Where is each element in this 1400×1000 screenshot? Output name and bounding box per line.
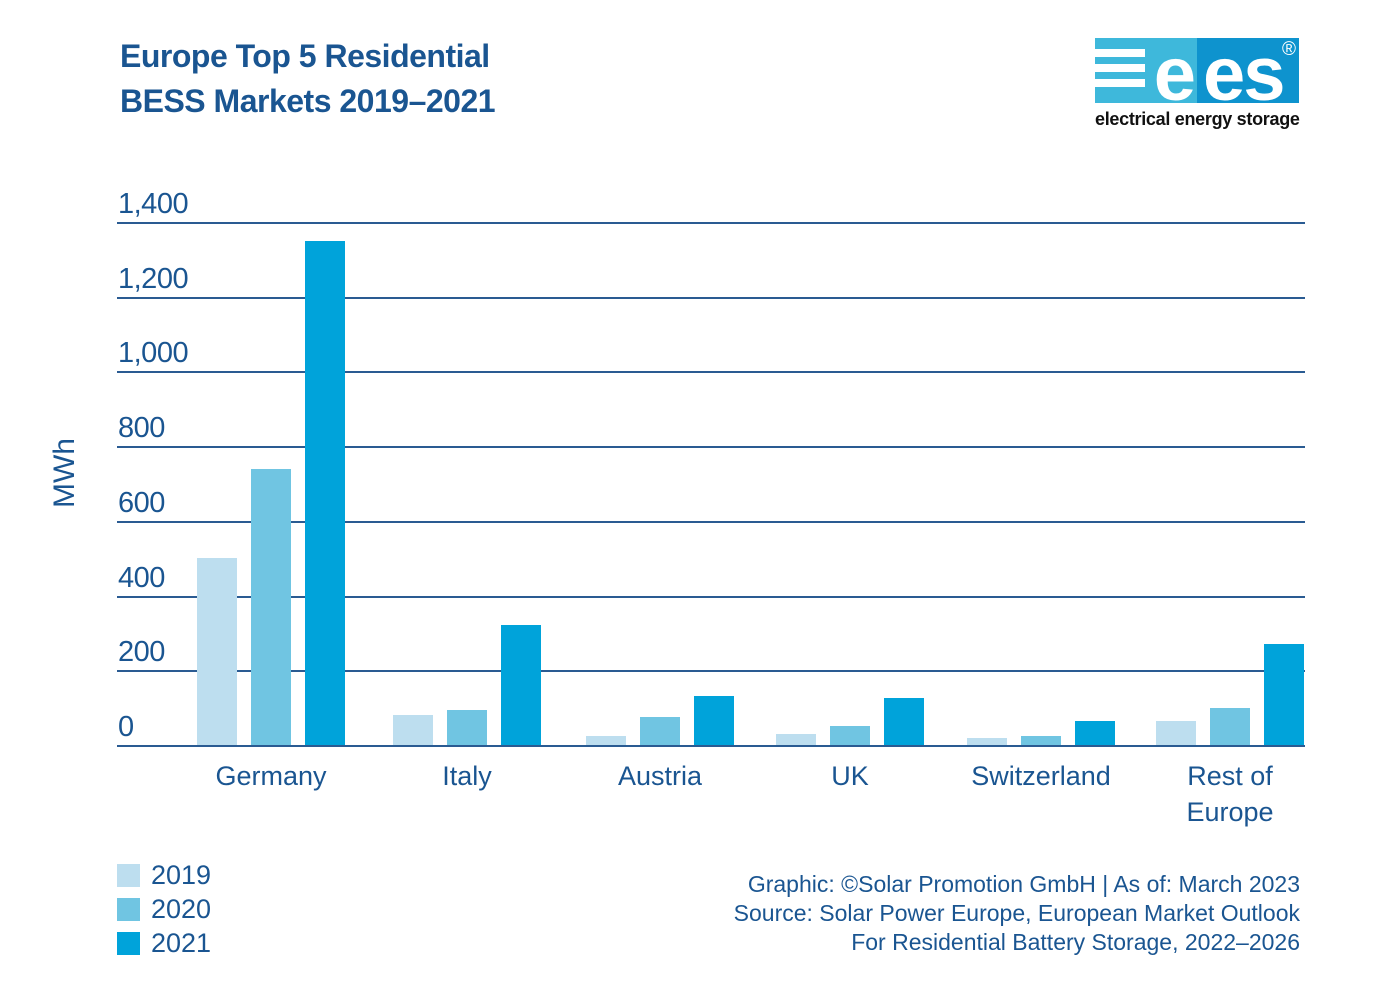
y-tick-label-400: 400: [118, 561, 165, 594]
gridline-1,000: [117, 371, 1305, 374]
logo-caption: electrical energy storage: [1095, 109, 1300, 129]
bar-2019-rest-of-europe: [1156, 721, 1196, 745]
bar-2019-italy: [393, 715, 433, 745]
page-title-line1: Europe Top 5 Residential: [120, 38, 490, 74]
logo-letters-es: es: [1203, 32, 1286, 117]
bar-2021-italy: [501, 625, 541, 745]
ees-logo-blocks: e es ®: [1095, 37, 1300, 113]
bar-2019-germany: [197, 558, 237, 745]
y-tick-label-1,000: 1,000: [118, 337, 189, 370]
legend: 2019 2020 2021: [117, 858, 211, 960]
logo-letter-e: e: [1153, 32, 1196, 117]
source-note-line3: For Residential Battery Storage, 2022–20…: [851, 929, 1300, 955]
bar-2021-switzerland: [1075, 721, 1115, 745]
bar-2021-uk: [884, 698, 924, 745]
legend-swatch-2021: [117, 931, 140, 955]
x-tick-label-uk: UK: [831, 761, 869, 791]
legend-label-2021: 2021: [151, 927, 212, 958]
source-note: Graphic: ©Solar Promotion GmbH | As of: …: [600, 870, 1300, 957]
logo-stripes-icon: [1095, 49, 1145, 94]
gridline-600: [117, 520, 1305, 523]
x-tick-label-germany: Germany: [215, 761, 327, 791]
y-tick-label-800: 800: [118, 412, 165, 445]
logo-left-block: e: [1095, 37, 1197, 113]
y-tick-label-0: 0: [118, 711, 134, 743]
bar-2020-uk: [830, 726, 870, 745]
gridline-200: [117, 670, 1305, 673]
gridline-800: [117, 446, 1305, 449]
bar-2020-austria: [640, 717, 680, 745]
bar-2020-switzerland: [1021, 736, 1061, 745]
legend-swatch-2020: [117, 897, 140, 921]
y-tick-label-600: 600: [118, 486, 165, 519]
gridline-0: [117, 745, 1305, 747]
legend-label-2019: 2019: [151, 859, 212, 890]
x-tick-label-switzerland: Switzerland: [971, 761, 1111, 791]
x-tick-label-rest-of-europe: Rest of Europe: [1186, 761, 1274, 827]
bar-2019-austria: [586, 736, 626, 745]
y-tick-label-200: 200: [118, 636, 165, 669]
gridline-1,400: [117, 222, 1305, 224]
bar-2021-rest-of-europe: [1264, 644, 1304, 745]
gridline-1,200: [117, 296, 1305, 299]
bar-2021-austria: [694, 696, 734, 745]
bar-2020-rest-of-europe: [1210, 708, 1250, 745]
source-note-line2: Source: Solar Power Europe, European Mar…: [733, 900, 1300, 926]
legend-label-2020: 2020: [151, 893, 212, 924]
bar-2019-switzerland: [967, 738, 1007, 745]
legend-item-2021: 2021: [117, 926, 211, 960]
ees-logo: e es ® electrical energy storage: [1095, 37, 1300, 130]
logo-right-block: es ®: [1197, 37, 1299, 113]
y-tick-label-1,200: 1,200: [118, 262, 189, 295]
bar-2020-italy: [447, 710, 487, 745]
legend-item-2020: 2020: [117, 892, 211, 926]
bar-2019-uk: [776, 734, 816, 745]
page-title: Europe Top 5 Residential BESS Markets 20…: [120, 34, 496, 124]
legend-swatch-2019: [117, 863, 140, 887]
legend-item-2019: 2019: [117, 858, 211, 892]
page-title-line2: BESS Markets 2019–2021: [120, 83, 496, 119]
source-note-line1: Graphic: ©Solar Promotion GmbH | As of: …: [747, 871, 1300, 897]
bar-2020-germany: [251, 469, 291, 745]
y-tick-label-1,400: 1,400: [118, 188, 189, 220]
bar-2021-germany: [305, 241, 345, 745]
registered-trademark-icon: ®: [1282, 39, 1296, 60]
gridline-400: [117, 595, 1305, 598]
x-tick-label-austria: Austria: [617, 761, 703, 791]
x-tick-label-italy: Italy: [442, 761, 492, 791]
